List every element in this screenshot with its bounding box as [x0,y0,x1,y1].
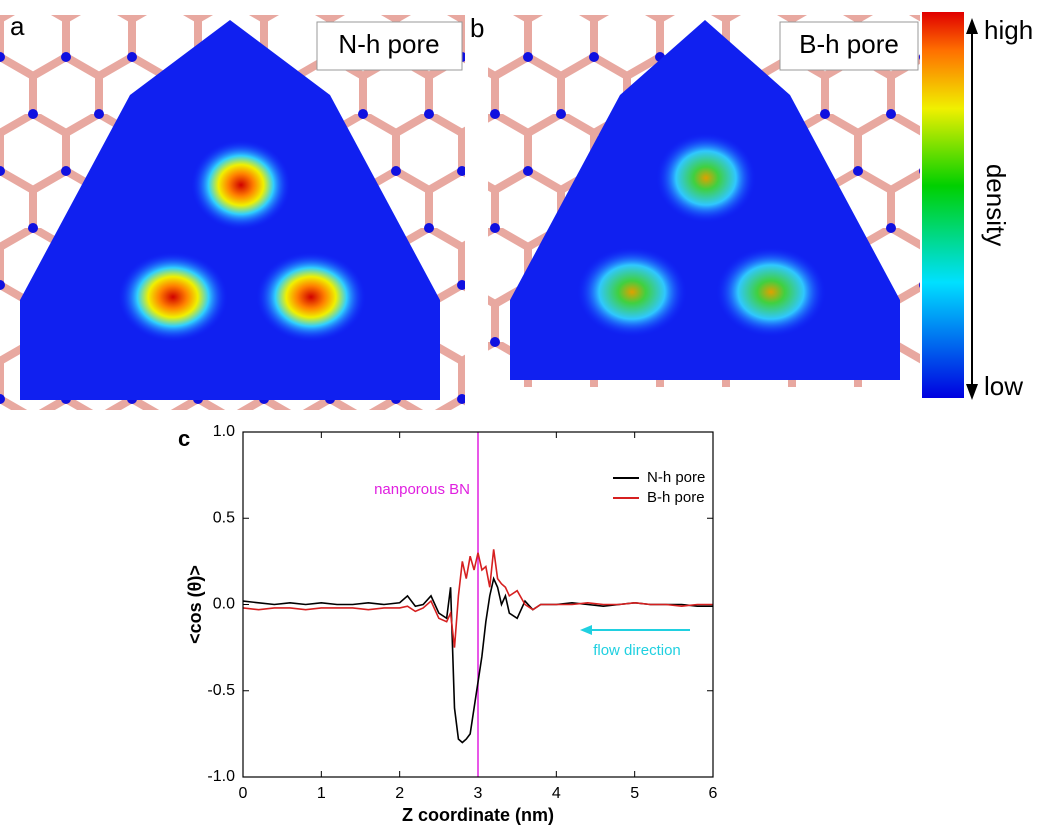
arrow-head [966,384,978,400]
flow-label: flow direction [593,642,681,659]
x-tick-label: 1 [317,785,326,802]
marker-label: nanporous BN [374,481,470,498]
colorbar: high low density [922,12,1033,401]
figure: a N-h pore b B-h pore high low density c… [0,0,1045,829]
density-spot [577,247,687,337]
colorbar-scale [922,12,964,398]
pore-tag: N-h pore [338,29,439,59]
flow-arrow-head [580,625,592,635]
x-tick-label: 0 [239,785,248,802]
y-tick-label: 1.0 [213,423,235,440]
panel-a: a N-h pore [0,11,465,410]
x-tick-label: 4 [552,785,561,802]
y-tick-label: 0.0 [213,596,235,613]
x-tick-label: 5 [630,785,639,802]
y-tick-label: -1.0 [207,768,235,785]
legend-label: B-h pore [647,489,705,506]
density-spot [191,140,291,230]
x-tick-label: 3 [474,785,483,802]
panel-label: b [470,13,484,43]
panel-label: a [10,11,25,41]
legend-label: N-h pore [647,469,705,486]
panel-label: c [178,426,190,451]
line-chart: c 0 1 2 3 4 5 6 -1.0 -0.5 0.0 0.5 1.0 Z coordinate (n… [178,423,718,825]
colorbar-low: low [984,371,1023,401]
pore-tag: B-h pore [799,29,899,59]
x-axis-label: Z coordinate (nm) [402,805,554,825]
y-axis-label: <cos (θ)> [185,565,205,644]
arrow-head [966,18,978,34]
x-tick-label: 6 [709,785,718,802]
colorbar-title: density [981,164,1011,246]
density-spot [256,252,366,342]
x-tick-label: 2 [395,785,404,802]
panel-b: b B-h pore [470,13,920,387]
colorbar-high: high [984,15,1033,45]
y-tick-label: -0.5 [207,682,235,699]
y-tick-label: 0.5 [213,509,235,526]
density-spot [656,133,756,223]
density-spot [118,252,228,342]
density-spot [716,247,826,337]
